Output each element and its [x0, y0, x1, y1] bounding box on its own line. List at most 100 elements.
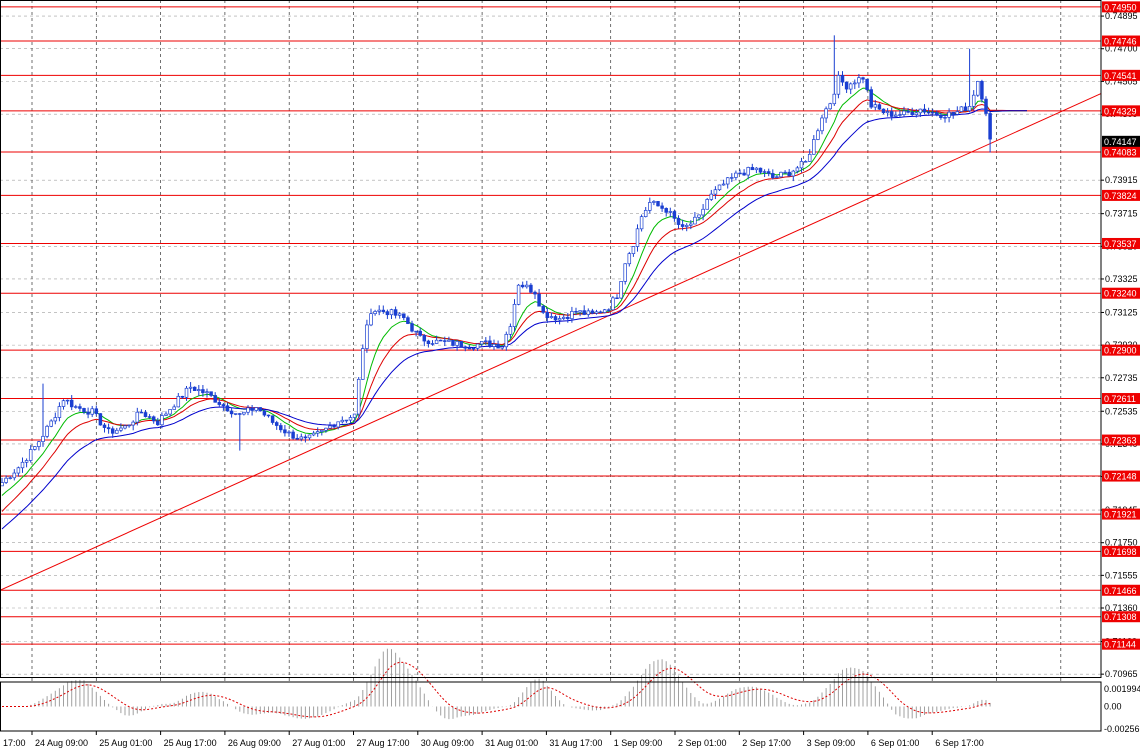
candle: [340, 416, 345, 424]
trendline[interactable]: [0, 93, 1102, 591]
candle: [775, 175, 779, 179]
candle-body: [553, 316, 558, 321]
candle: [894, 111, 898, 118]
candle-body: [74, 406, 78, 408]
candle-body: [324, 427, 328, 431]
candle: [254, 407, 258, 413]
candle-body: [369, 313, 373, 326]
candle: [12, 469, 17, 481]
y-tick-label: 0.71750: [1105, 538, 1138, 548]
candle: [414, 330, 418, 337]
oscillator-tick-label: 0.00: [1104, 702, 1122, 712]
candle: [967, 48, 972, 113]
candle: [947, 108, 951, 123]
candle: [664, 207, 668, 217]
y-tick-label: 0.72735: [1105, 373, 1138, 383]
candle-body: [656, 201, 660, 207]
candle-body: [598, 311, 603, 313]
candle-body: [266, 414, 271, 417]
candle-body: [709, 193, 714, 200]
candle-body: [213, 395, 217, 403]
candle-body: [816, 130, 820, 140]
candle: [49, 419, 53, 428]
candle: [16, 466, 21, 477]
candle-body: [197, 389, 201, 391]
candle: [906, 108, 910, 114]
level-label-box: [1102, 638, 1140, 650]
candle: [963, 102, 968, 112]
level-label-box: [1102, 1, 1140, 13]
candle-body: [192, 386, 197, 391]
candle: [885, 108, 890, 117]
candle-body: [881, 108, 886, 114]
candle: [574, 307, 578, 316]
candle: [988, 111, 992, 153]
moving-average-line: [1, 87, 1027, 496]
candle-body: [176, 395, 181, 408]
candle: [488, 335, 492, 349]
candle-body: [12, 472, 17, 479]
candle-body: [160, 415, 164, 426]
level-label: 0.74541: [1104, 71, 1137, 81]
x-tick-label: 30 Aug 09:00: [421, 738, 474, 748]
candle: [160, 412, 164, 429]
candle: [205, 388, 209, 398]
candle: [434, 335, 439, 345]
candle-body: [889, 111, 894, 117]
candle-body: [619, 281, 623, 299]
y-tick-label: 0.70965: [1105, 669, 1138, 679]
candle-body: [201, 389, 205, 394]
candle-body: [422, 335, 427, 342]
candle: [590, 308, 595, 315]
candle-body: [935, 112, 939, 116]
candle: [65, 399, 70, 405]
candle: [902, 106, 906, 117]
main-panel: [0, 0, 1102, 731]
candle: [570, 306, 574, 323]
candle: [418, 327, 422, 337]
candle-body: [270, 415, 275, 423]
candle-body: [123, 425, 127, 429]
candle: [475, 343, 480, 351]
candle: [717, 184, 722, 191]
y-tick-label: 0.74895: [1105, 11, 1138, 21]
x-tick-label: 6 Sep 17:00: [935, 738, 984, 748]
candle: [299, 433, 304, 442]
level-label-box: [1102, 584, 1140, 596]
candle-body: [779, 171, 783, 178]
candle: [619, 281, 623, 299]
candle: [877, 103, 882, 110]
candle: [557, 315, 562, 325]
candle-body: [381, 309, 386, 312]
candle-body: [812, 139, 816, 155]
candle-body: [742, 172, 746, 176]
candle: [549, 312, 554, 319]
candle: [348, 415, 353, 424]
level-label: 0.74083: [1104, 148, 1137, 158]
candle: [607, 308, 611, 313]
candle: [389, 308, 394, 319]
candle-body: [365, 324, 369, 349]
trendline-line[interactable]: [0, 93, 1102, 591]
candle-body: [955, 111, 960, 115]
candle-body: [627, 253, 632, 265]
candle-body: [832, 93, 837, 105]
candle: [611, 296, 615, 311]
candle: [270, 415, 275, 425]
candle: [451, 339, 455, 347]
candle-body: [16, 467, 21, 474]
candle-body: [242, 411, 246, 415]
candle-body: [172, 406, 176, 410]
candle: [689, 220, 693, 230]
candle: [840, 71, 845, 86]
candle: [164, 411, 168, 416]
candle-body: [467, 347, 472, 350]
candle-body: [418, 330, 422, 336]
candle-body: [976, 81, 980, 96]
candle: [762, 169, 767, 178]
y-tick-label: 0.73325: [1105, 274, 1138, 284]
candle: [20, 457, 25, 473]
candle: [397, 311, 402, 319]
candle-body: [406, 317, 410, 324]
